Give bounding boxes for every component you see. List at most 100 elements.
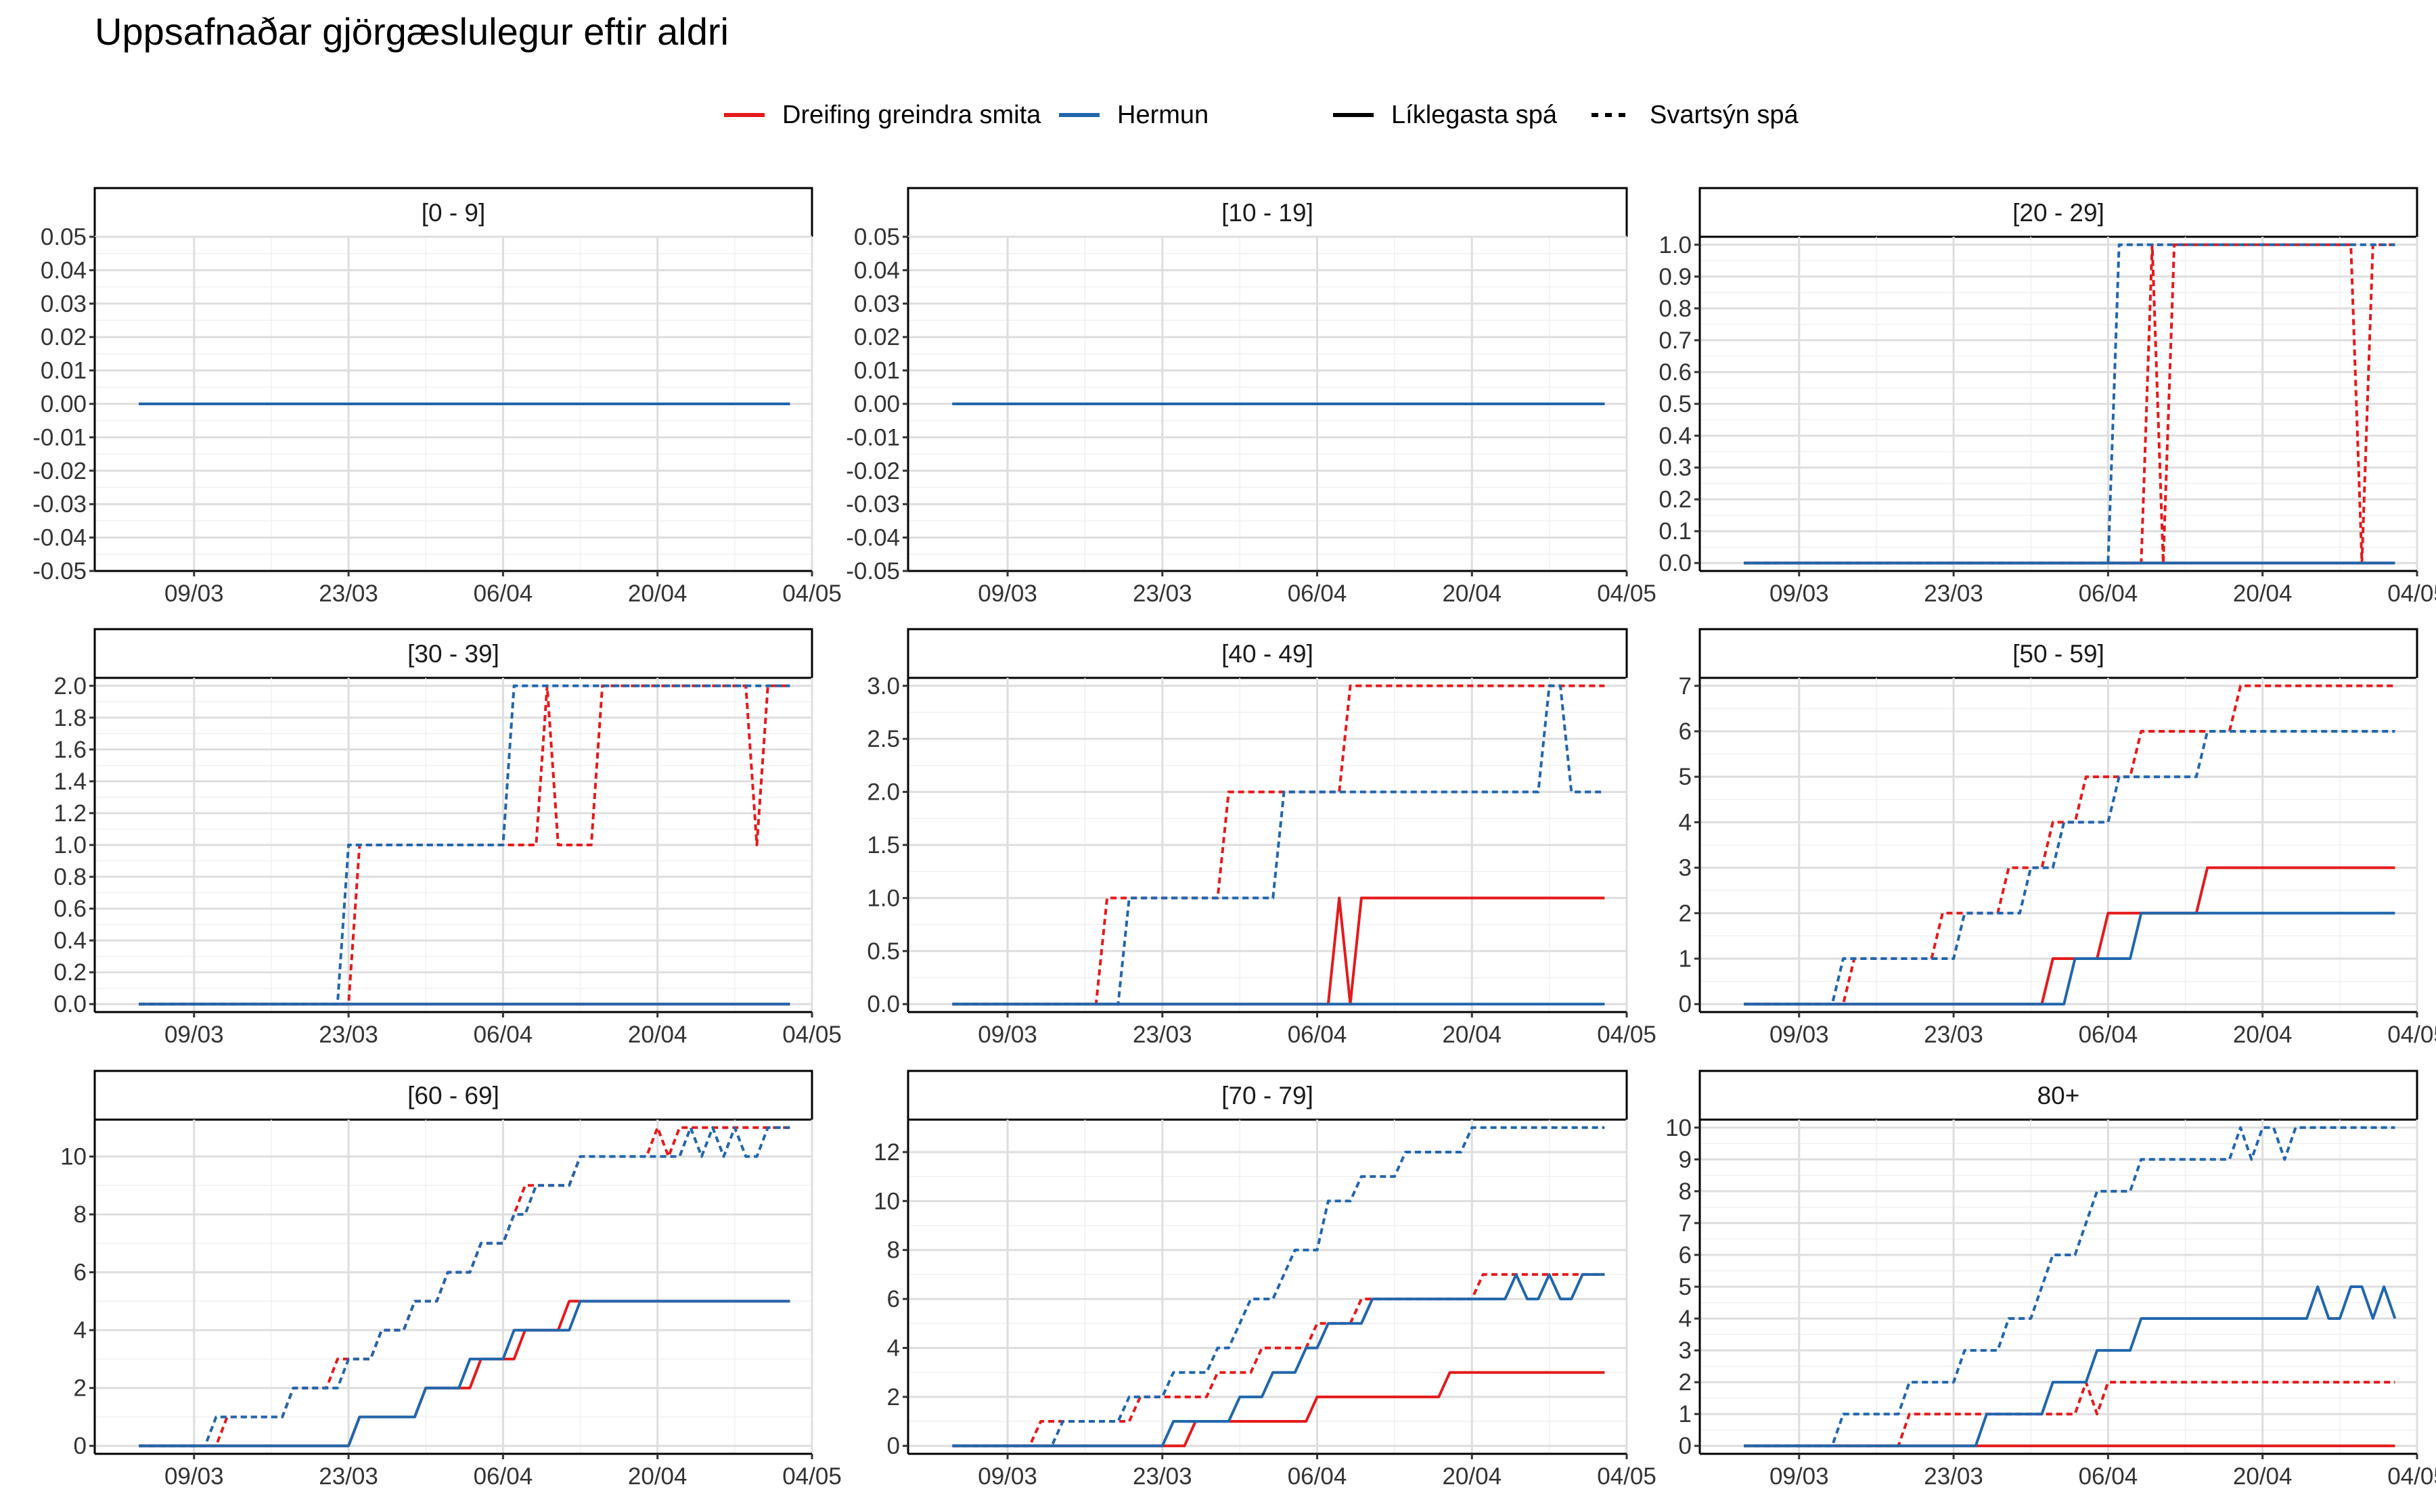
legend-key-solid — [1333, 113, 1374, 117]
series-line — [1744, 730, 2395, 1006]
y-tick-label: 0.4 — [53, 927, 87, 954]
y-tick-label: 0.2 — [1659, 486, 1692, 513]
y-tick-label: 0.04 — [41, 257, 87, 283]
x-tick-label: 23/03 — [319, 1022, 378, 1048]
x-tick-label: 20/04 — [2233, 1022, 2293, 1048]
facet-strip — [93, 628, 813, 679]
y-tick-label: 0.01 — [854, 358, 900, 384]
y-tick-label: -0.03 — [846, 491, 900, 518]
x-tick-label: 06/04 — [2079, 580, 2138, 607]
x-tick-label: 20/04 — [628, 1463, 687, 1490]
x-tick-label: 06/04 — [1288, 580, 1347, 607]
series-line — [1744, 911, 2395, 1006]
x-tick-label: 23/03 — [319, 1463, 378, 1490]
x-tick-label: 06/04 — [2079, 1463, 2138, 1490]
y-tick-label: 0 — [1679, 1433, 1692, 1459]
x-tick-label: 04/05 — [2387, 1022, 2436, 1048]
series-line — [1744, 243, 2395, 565]
y-tick-label: 10 — [874, 1188, 900, 1214]
panel-2: [10 - 19] 0.05 0.04 0.03 0.02 0.01 0.00 -0.01 -0… — [846, 187, 1656, 607]
legend-key-dreifing — [724, 113, 765, 117]
y-tick-label: 10 — [60, 1144, 87, 1170]
legend-label-dreifing: Dreifing greindra smita — [782, 100, 1041, 129]
facet-strip — [1698, 1070, 2418, 1121]
panel-7: [60 - 69] 10 8 6 4 2 0 09/03 23/03 06/04 20/04 04/0… — [60, 1070, 842, 1490]
x-tick-label: 06/04 — [1288, 1022, 1347, 1048]
x-tick-label: 09/03 — [978, 1022, 1037, 1048]
y-tick-label: 0.5 — [867, 938, 900, 965]
x-tick-label: 06/04 — [2079, 1022, 2138, 1048]
y-tick-label: 2.0 — [53, 673, 87, 700]
x-tick-label: 09/03 — [1769, 1463, 1829, 1490]
y-tick-label: 6 — [1679, 1242, 1692, 1268]
y-tick-label: 2 — [887, 1384, 900, 1411]
y-tick-label: 10 — [1665, 1115, 1692, 1141]
x-tick-label: 20/04 — [2233, 580, 2293, 607]
y-tick-label: 2 — [1679, 900, 1692, 927]
y-tick-label: 0.0 — [1659, 550, 1692, 576]
facet-strip — [907, 628, 1628, 679]
y-tick-label: 0 — [887, 1433, 900, 1459]
y-tick-label: 3.0 — [867, 673, 900, 700]
y-tick-label: -0.02 — [846, 458, 900, 484]
facet-label: 80+ — [2037, 1082, 2080, 1109]
y-tick-label: 0.9 — [1659, 264, 1692, 290]
y-tick-label: 0.5 — [1659, 391, 1692, 417]
facet-label: [40 - 49] — [1221, 640, 1313, 668]
x-tick-label: 23/03 — [1133, 1463, 1192, 1490]
x-tick-label: 09/03 — [164, 1022, 224, 1048]
y-tick-label: 0.3 — [1659, 455, 1692, 481]
y-tick-label: -0.01 — [846, 424, 900, 451]
facet-strip — [1698, 187, 2418, 238]
y-tick-label: 2 — [1679, 1369, 1692, 1396]
y-tick-label: -0.04 — [846, 525, 900, 551]
x-tick-label: 23/03 — [1924, 1022, 1983, 1048]
series-line — [1744, 1381, 2395, 1448]
y-tick-label: 6 — [74, 1260, 87, 1286]
y-tick-label: 2.0 — [867, 779, 900, 806]
x-tick-label: 06/04 — [1288, 1463, 1347, 1490]
y-tick-label: 1 — [1679, 1401, 1692, 1427]
x-tick-label: 23/03 — [1133, 1022, 1192, 1048]
y-tick-label: 0.05 — [854, 224, 900, 250]
facet-strip — [1698, 628, 2418, 679]
facet-strip — [907, 187, 1628, 238]
x-tick-label: 20/04 — [628, 580, 687, 607]
series-line — [952, 1371, 1605, 1448]
x-tick-label: 04/05 — [2387, 1463, 2436, 1490]
y-tick-label: 0.01 — [41, 358, 87, 384]
x-tick-label: 09/03 — [1769, 1022, 1829, 1048]
y-tick-label: 2.5 — [867, 726, 900, 752]
y-tick-label: 0.0 — [867, 991, 900, 1017]
series-line — [1744, 243, 2395, 565]
x-tick-label: 04/05 — [1597, 1022, 1656, 1048]
facet-label: [60 - 69] — [407, 1082, 499, 1109]
y-tick-label: 0.7 — [1659, 327, 1692, 354]
series-line — [139, 1300, 790, 1448]
y-tick-label: 8 — [1679, 1178, 1692, 1205]
series-line — [952, 684, 1605, 1006]
x-tick-label: 20/04 — [1442, 1022, 1502, 1048]
y-tick-label: -0.05 — [846, 558, 900, 585]
legend-key-dashed — [1592, 113, 1632, 117]
facet-label: [0 - 9] — [422, 199, 486, 227]
panel-3: [20 - 29] 1.0 0.9 0.8 0.7 0.6 0.5 0.4 0.3 0.2 0.1 0… — [1659, 187, 2436, 607]
x-tick-label: 20/04 — [628, 1022, 687, 1048]
y-tick-label: -0.01 — [32, 424, 87, 451]
series-line — [952, 1273, 1605, 1448]
y-tick-label: 1.6 — [53, 737, 87, 763]
y-tick-label: 1.5 — [867, 832, 900, 858]
panel-5: [40 - 49] 3.0 2.5 2.0 1.5 1.0 0.5 0.0 09/03 23/03… — [867, 628, 1656, 1048]
y-tick-label: 0.4 — [1659, 423, 1692, 449]
x-tick-label: 09/03 — [164, 1463, 224, 1490]
facet-strip — [93, 1070, 813, 1121]
series-line — [1744, 1126, 2395, 1448]
x-tick-label: 20/04 — [2233, 1463, 2293, 1490]
y-tick-label: -0.02 — [32, 458, 87, 484]
x-tick-label: 06/04 — [474, 1463, 533, 1490]
panel-8: [70 - 79] 12 10 8 6 4 2 0 09/03 23/03 06/04 20/04 04… — [874, 1070, 1656, 1490]
y-tick-label: 0.0 — [53, 991, 87, 1017]
chart-title: Uppsafnaðar gjörgæslulegur eftir aldri — [95, 10, 729, 53]
x-tick-label: 04/05 — [2387, 580, 2436, 607]
legend-label-hermun: Hermun — [1117, 100, 1209, 129]
